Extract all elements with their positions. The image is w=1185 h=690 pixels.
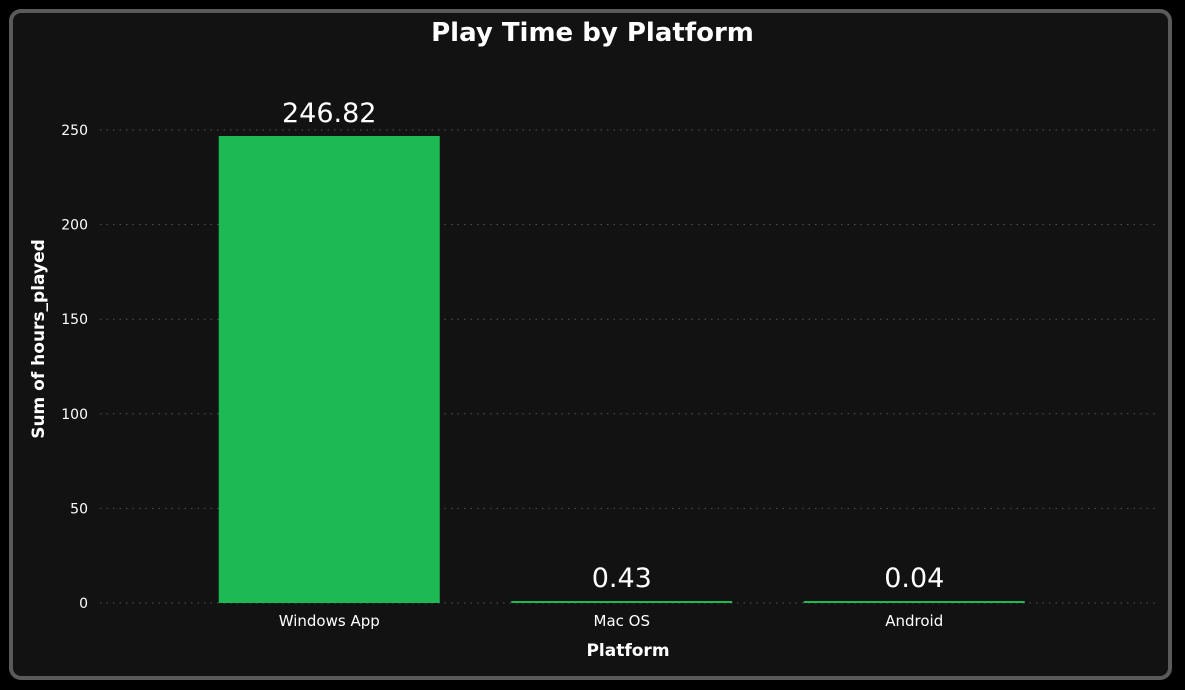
bar-android[interactable] — [803, 601, 1025, 603]
y-tick-label: 100 — [61, 407, 88, 423]
x-axis-title: Platform — [586, 641, 669, 661]
y-axis-ticks: 0 50 100 150 200 250 — [61, 123, 88, 612]
data-label: 0.43 — [592, 563, 652, 594]
y-tick-label: 50 — [70, 501, 88, 517]
x-category-label: Windows App — [279, 612, 380, 630]
y-tick-label: 150 — [61, 312, 88, 328]
y-tick-label: 0 — [79, 596, 88, 612]
bar-mac-os[interactable] — [511, 601, 733, 603]
chart-title: Play Time by Platform — [431, 18, 754, 48]
data-label: 0.04 — [884, 563, 944, 594]
x-category-label: Mac OS — [594, 612, 650, 630]
bars — [218, 136, 1025, 604]
y-tick-label: 200 — [61, 218, 88, 234]
y-axis-title: Sum of hours_played — [29, 239, 49, 439]
data-label: 246.82 — [282, 98, 376, 129]
x-axis-categories: Windows App Mac OS Android — [279, 612, 944, 630]
chart-card — [9, 9, 1172, 680]
data-labels: 246.82 0.43 0.04 — [282, 98, 944, 594]
bar-windows-app[interactable] — [218, 136, 440, 604]
x-category-label: Android — [885, 612, 943, 630]
y-tick-label: 250 — [61, 123, 88, 139]
